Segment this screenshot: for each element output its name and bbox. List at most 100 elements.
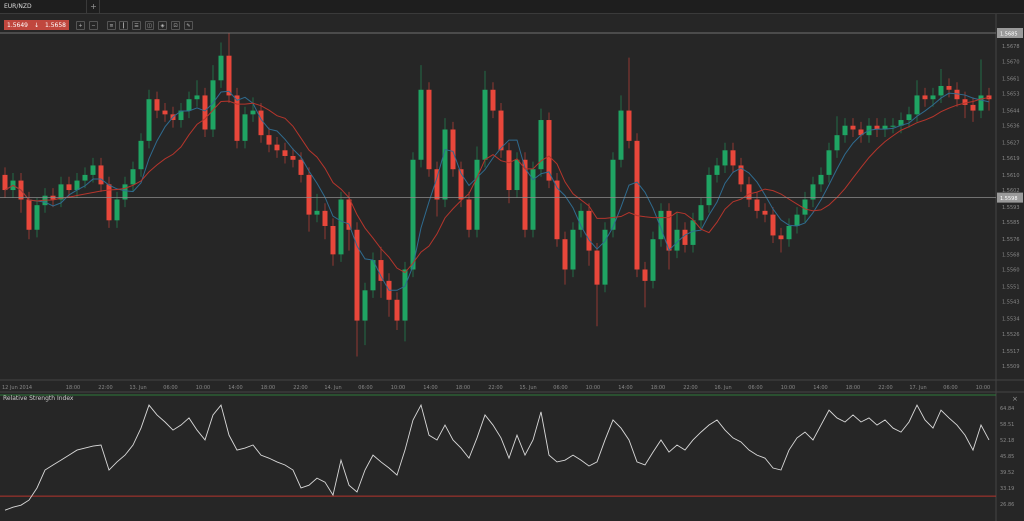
bid-price-line-label: 1.5598	[1000, 196, 1018, 202]
time-axis-label: 14. Jun	[324, 385, 341, 391]
candle-body	[922, 95, 928, 100]
candle-body	[138, 140, 144, 170]
indicators-icon[interactable]: ☰	[132, 21, 141, 30]
price-axis-label: 1.5560	[1002, 268, 1020, 274]
price-axis-label: 1.5653	[1002, 92, 1020, 98]
candle-body	[682, 229, 688, 245]
price-axis-label: 1.5551	[1002, 285, 1020, 291]
candle-body	[786, 225, 792, 240]
timeframe-icon[interactable]: ≡	[107, 21, 116, 30]
candle-body	[770, 214, 776, 236]
candle-body	[122, 184, 128, 200]
candle-body	[154, 99, 160, 111]
time-axis-label: 10:00	[781, 385, 795, 391]
candle-body	[850, 125, 856, 130]
ask-price-line-tag	[997, 28, 1023, 38]
candle-body	[970, 104, 976, 111]
template-icon[interactable]: ◈	[158, 21, 167, 30]
zoom-in-icon[interactable]: +	[76, 21, 85, 30]
candle-body	[162, 110, 168, 115]
price-axis-label: 1.5534	[1002, 317, 1020, 323]
settings-icon[interactable]: ✎	[184, 21, 193, 30]
candle-body	[658, 210, 664, 240]
candle-body	[842, 125, 848, 136]
candle-body	[978, 95, 984, 111]
tab-eurnzd[interactable]: EUR/NZD	[0, 0, 87, 14]
candle-body	[378, 260, 384, 281]
candle-body	[282, 150, 288, 156]
price-axis-label: 1.5593	[1002, 205, 1020, 211]
candle-body	[506, 150, 512, 191]
candle-body	[266, 135, 272, 145]
candle-body	[58, 184, 64, 200]
candle-body	[914, 95, 920, 115]
zoom-out-icon[interactable]: −	[89, 21, 98, 30]
candle-body	[754, 199, 760, 211]
time-axis-label: 06:00	[358, 385, 372, 391]
candle-body	[434, 169, 440, 200]
candle-body	[218, 55, 224, 81]
candle-body	[258, 110, 264, 136]
candle-body	[130, 169, 136, 185]
candle-body	[66, 184, 72, 191]
add-tab-button[interactable]: +	[88, 0, 100, 14]
time-axis-label: 15. Jun	[519, 385, 536, 391]
price-axis-label: 1.5661	[1002, 76, 1020, 82]
candle-body	[874, 125, 880, 130]
time-axis-label: 14:00	[618, 385, 632, 391]
candle-body	[834, 135, 840, 151]
candle-body	[594, 250, 600, 285]
time-axis: 12 Jun 2014 18:00 22:00 13. Jun 06:00 10:00 14…	[2, 385, 990, 391]
candle-body	[106, 184, 112, 221]
candle-body	[74, 180, 80, 191]
candle-body	[314, 210, 320, 215]
time-axis-label: 18:00	[651, 385, 665, 391]
candle-body	[2, 174, 8, 191]
ask-price: 1.5658	[45, 21, 66, 29]
price-axis-label: 1.5517	[1002, 349, 1020, 355]
candle-body	[466, 199, 472, 230]
candle-body	[578, 210, 584, 230]
screenshot-icon[interactable]: ⊡	[171, 21, 180, 30]
quote-box[interactable]: 1.5649 ↓ 1.5658	[4, 20, 69, 30]
candle-body	[650, 239, 656, 281]
chart-type-icon[interactable]: ┃	[119, 21, 128, 30]
candle-body	[634, 140, 640, 270]
candle-body	[330, 225, 336, 255]
candle-body	[322, 210, 328, 226]
time-axis-label: 18:00	[456, 385, 470, 391]
rsi-axis-label: 58.51	[1000, 422, 1014, 428]
price-axis-label: 1.5636	[1002, 124, 1020, 130]
candle-body	[778, 235, 784, 240]
rsi-axis-label: 64.84	[1000, 406, 1014, 412]
price-axis-label: 1.5678	[1002, 44, 1020, 50]
close-icon[interactable]: ×	[1012, 395, 1018, 403]
candle-body	[178, 110, 184, 121]
candle-body	[530, 169, 536, 230]
candle-body	[402, 269, 408, 321]
candle-body	[210, 80, 216, 130]
candle-body	[794, 214, 800, 226]
time-axis-label: 10:00	[391, 385, 405, 391]
rsi-axis: 64.84 58.51 52.18 45.85 39.52 33.19 26.86	[1000, 406, 1014, 508]
candle-body	[394, 299, 400, 321]
drawing-icon[interactable]: ◫	[145, 21, 154, 30]
candle-body	[746, 184, 752, 200]
candle-body	[298, 159, 304, 175]
candle-body	[186, 99, 192, 111]
candle-body	[202, 95, 208, 130]
candle-body	[426, 89, 432, 170]
candle-body	[858, 129, 864, 136]
candle-body	[962, 99, 968, 105]
candle-body	[90, 165, 96, 175]
price-axis-label: 1.5602	[1002, 188, 1020, 194]
price-axis-label: 1.5670	[1002, 59, 1020, 65]
rsi-axis-label: 45.85	[1000, 454, 1014, 460]
rsi-panel	[0, 394, 996, 511]
candle-body	[722, 150, 728, 166]
time-axis-label: 06:00	[943, 385, 957, 391]
candle-body	[938, 85, 944, 96]
candle-body	[514, 159, 520, 191]
bid-price-line-tag	[997, 192, 1023, 203]
